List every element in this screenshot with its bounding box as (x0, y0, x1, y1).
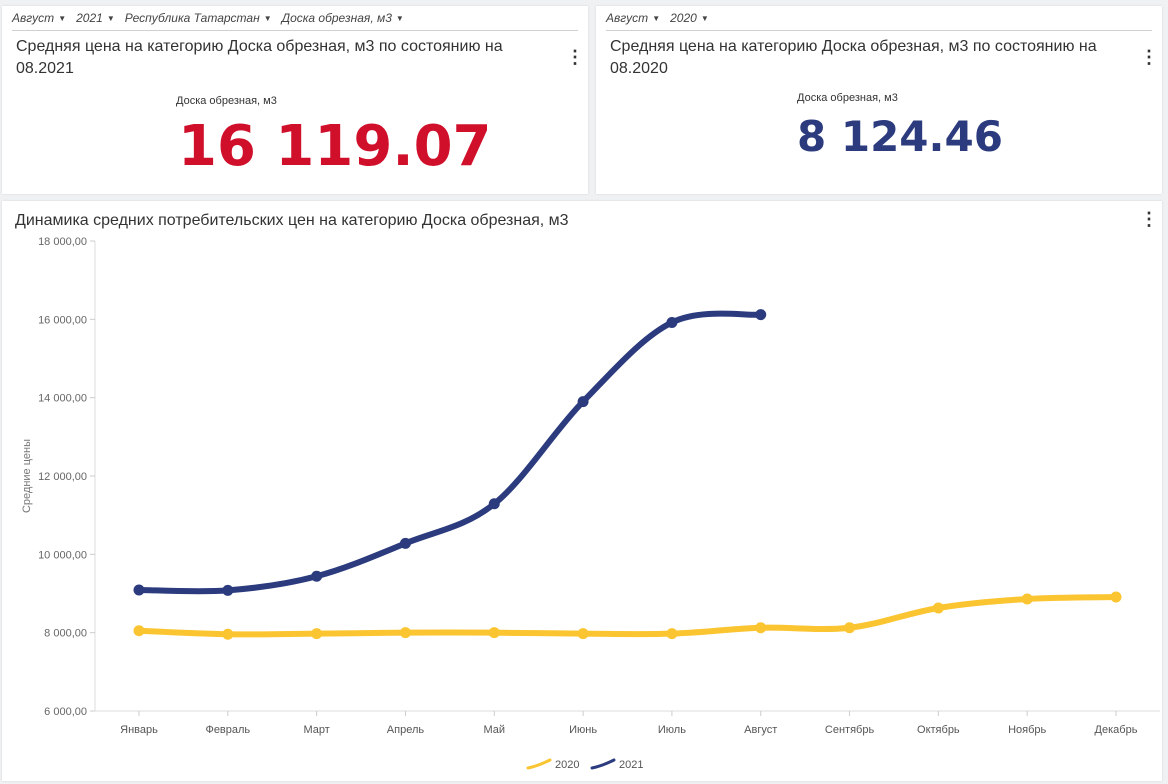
caret-down-icon: ▼ (106, 13, 115, 23)
card-title: Средняя цена на категорию Доска обрезная… (16, 38, 503, 77)
caret-down-icon: ▼ (58, 13, 67, 23)
filter-value: Доска обрезная, м3 (281, 11, 392, 25)
kpi-card-2020: Август ▼ 2020 ▼ Средняя цена на категорию Д… (596, 6, 1162, 194)
filter-dropdown[interactable]: Республика Татарстан ▼ (125, 11, 272, 25)
more-menu-icon[interactable]: ⋮ (1140, 209, 1158, 229)
filter-value: Республика Татарстан (124, 11, 260, 25)
filter-value: 2020 (670, 11, 697, 25)
card-title: Средняя цена на категорию Доска обрезная… (610, 38, 1097, 77)
kpi-value: 8 124.46 (797, 112, 1003, 161)
filter-value: 2021 (76, 11, 103, 25)
caret-down-icon: ▼ (652, 13, 661, 23)
filter-dropdown[interactable]: 2021 ▼ (76, 11, 115, 25)
chart-title: Динамика средних потребительских цен на … (15, 212, 569, 229)
more-menu-icon[interactable]: ⋮ (566, 47, 584, 67)
kpi-label: Доска обрезная, м3 (176, 95, 277, 107)
caret-down-icon: ▼ (395, 13, 404, 23)
filter-dropdown[interactable]: Доска обрезная, м3 ▼ (282, 11, 404, 25)
caret-down-icon: ▼ (263, 13, 272, 23)
filter-dropdown[interactable]: Август ▼ (606, 11, 660, 25)
filter-bar: Август ▼ 2020 ▼ (606, 6, 1152, 31)
kpi-value: 16 119.07 (178, 114, 492, 179)
caret-down-icon: ▼ (700, 13, 709, 23)
kpi-card-2021: Август ▼ 2021 ▼ Республика Татарстан ▼ Доска о… (2, 6, 588, 194)
more-menu-icon[interactable]: ⋮ (1140, 47, 1158, 67)
filter-bar: Август ▼ 2021 ▼ Республика Татарстан ▼ Доска о… (12, 6, 578, 31)
kpi-label: Доска обрезная, м3 (797, 92, 898, 104)
filter-value: Август (606, 11, 649, 25)
filter-dropdown[interactable]: Август ▼ (12, 11, 66, 25)
filter-value: Август (12, 11, 55, 25)
line-chart-card: Динамика средних потребительских цен на … (2, 201, 1162, 781)
filter-dropdown[interactable]: 2020 ▼ (670, 11, 709, 25)
